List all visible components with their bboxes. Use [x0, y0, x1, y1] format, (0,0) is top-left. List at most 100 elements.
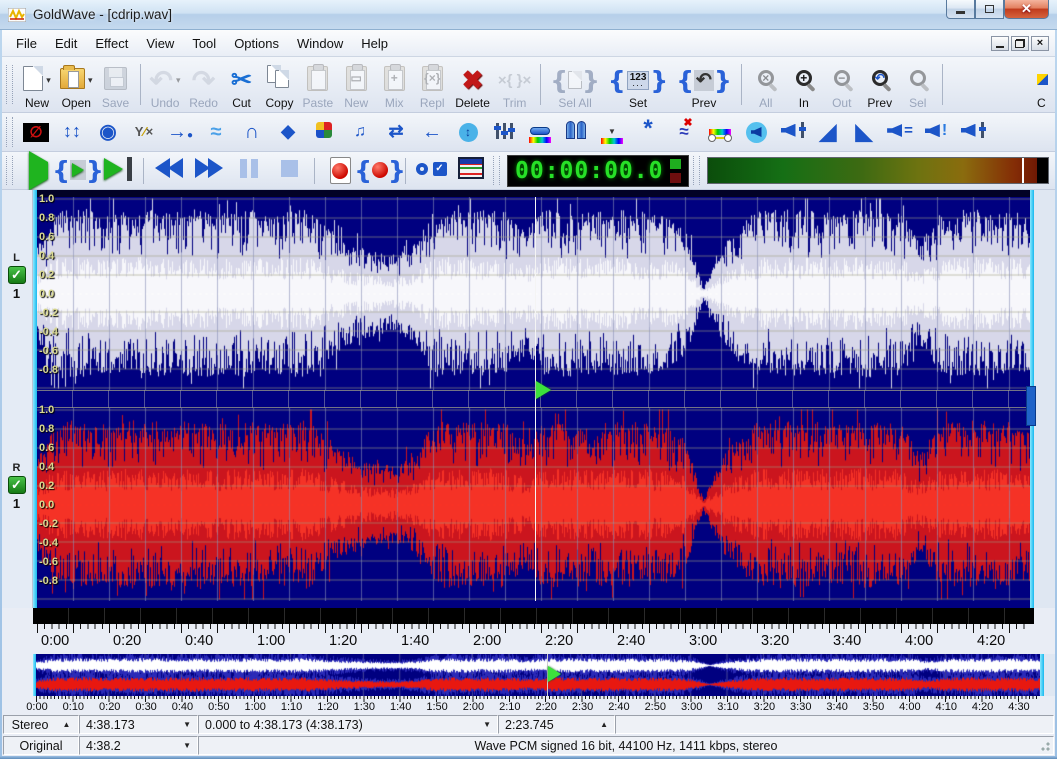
control-properties-button[interactable] [451, 155, 491, 187]
new-button[interactable]: ▾New [18, 59, 56, 111]
delete-button[interactable]: ✖Delete [451, 59, 494, 111]
dropdown-arrow-icon[interactable]: ▾ [176, 75, 181, 86]
speaker-exclaim-button[interactable]: ! [918, 116, 954, 148]
pinwheel-button[interactable] [306, 116, 342, 148]
undo-button[interactable]: ↶▾Undo [146, 59, 185, 111]
playback-marker-icon[interactable] [536, 381, 551, 399]
speaker-circle-button[interactable] [738, 116, 774, 148]
rainbow-nodes-button[interactable] [702, 116, 738, 148]
doors-button[interactable] [558, 116, 594, 148]
resize-grip[interactable] [1038, 739, 1050, 751]
sel-all-button[interactable]: Sel All [546, 59, 604, 111]
equalizer-button[interactable] [486, 116, 522, 148]
prev-button[interactable]: ↶Prev [672, 59, 736, 111]
up-down-arrows-button[interactable]: ↕↕ [54, 116, 90, 148]
redo-button[interactable]: ↷Redo [185, 59, 223, 111]
left-channel-checkbox[interactable]: ✓ [8, 266, 26, 284]
mdi-close-button[interactable]: × [1031, 36, 1049, 51]
record-monitor-button[interactable]: ✓ [411, 155, 451, 187]
diamond-button[interactable]: ◆ [270, 116, 306, 148]
c-button[interactable]: C [1037, 59, 1055, 111]
fade-in-button[interactable]: ◢ [810, 116, 846, 148]
dropdown-arrow-icon[interactable]: ▾ [46, 75, 51, 86]
total-length-display[interactable]: 4:38.173▼ [79, 715, 198, 734]
u-turn-button[interactable]: ∩ [234, 116, 270, 148]
paste-button[interactable]: Paste [299, 59, 338, 111]
playback-position-line[interactable] [535, 197, 536, 601]
new-button[interactable]: ▭New [337, 59, 375, 111]
in-button[interactable]: +In [785, 59, 823, 111]
mdi-minimize-button[interactable] [991, 36, 1009, 51]
pause-button[interactable] [229, 155, 269, 187]
repl-button[interactable]: {×}Repl [413, 59, 451, 111]
channel-mode-selector[interactable]: Stereo▲ [3, 715, 79, 734]
toolbar-grip[interactable] [693, 156, 700, 185]
minimize-button[interactable] [946, 0, 975, 19]
menu-edit[interactable]: Edit [46, 32, 86, 55]
play-selection-button[interactable] [58, 155, 98, 187]
overview-marker-icon[interactable] [548, 666, 561, 682]
fade-out-button[interactable]: ◣ [846, 116, 882, 148]
selection-start-marker[interactable] [33, 190, 37, 608]
dropdown-arrow-icon[interactable]: ▾ [88, 75, 93, 86]
menu-effect[interactable]: Effect [86, 32, 137, 55]
overview-selection-start[interactable] [33, 654, 36, 696]
wave-x-button[interactable]: ≈✖ [666, 116, 702, 148]
menu-view[interactable]: View [137, 32, 183, 55]
left-arrow-button[interactable]: ← [414, 116, 450, 148]
close-button[interactable]: ✕ [1004, 0, 1049, 19]
cut-button[interactable]: ✂Cut [223, 59, 261, 111]
arrow-dot-button[interactable]: →● [162, 116, 198, 148]
fast-forward-button[interactable] [189, 155, 229, 187]
speaker-envelope-button[interactable] [954, 116, 990, 148]
status-dropdown-arrow-icon[interactable]: ▲ [600, 720, 608, 729]
marker-position-display[interactable]: 2:23.745▲ [498, 715, 615, 734]
selection-end-handle[interactable] [1026, 386, 1036, 426]
speaker-equals-button[interactable]: = [882, 116, 918, 148]
sel-button[interactable]: Sel [899, 59, 937, 111]
menu-tool[interactable]: Tool [183, 32, 225, 55]
length-display[interactable]: 4:38.2▼ [79, 736, 198, 755]
overview-waveform[interactable] [36, 654, 1040, 696]
status-dropdown-arrow-icon[interactable]: ▼ [183, 741, 191, 750]
record-selection-button[interactable] [360, 155, 400, 187]
mix-button[interactable]: +Mix [375, 59, 413, 111]
open-button[interactable]: ▾Open [56, 59, 97, 111]
all-button[interactable]: ×All [747, 59, 785, 111]
save-button[interactable]: Save [97, 59, 135, 111]
pill-rainbow-button[interactable] [522, 116, 558, 148]
status-dropdown-arrow-icon[interactable]: ▼ [483, 720, 491, 729]
copy-button[interactable]: Copy [261, 59, 299, 111]
xy-expression-button[interactable]: Y⁄× [126, 116, 162, 148]
circle-up-down-button[interactable]: ↕ [450, 116, 486, 148]
overview-selection-end[interactable] [1040, 654, 1044, 696]
toolbar-grip[interactable] [6, 65, 13, 105]
rainbow-picker-button[interactable]: ▼ [594, 116, 630, 148]
menu-options[interactable]: Options [225, 32, 288, 55]
overview-strip[interactable] [0, 654, 1057, 696]
menu-window[interactable]: Window [288, 32, 352, 55]
timeline[interactable]: 0:000:200:401:001:201:402:002:202:403:00… [0, 608, 1057, 654]
speaker-slider-button[interactable] [774, 116, 810, 148]
menu-help[interactable]: Help [352, 32, 397, 55]
wave-button[interactable]: ≈ [198, 116, 234, 148]
toolbar-grip[interactable] [493, 156, 500, 185]
right-channel-waveform[interactable] [37, 408, 1030, 601]
selection-range-display[interactable]: 0.000 to 4:38.173 (4:38.173)▼ [198, 715, 498, 734]
prev-button[interactable]: ↶Prev [861, 59, 899, 111]
rewind-button[interactable] [149, 155, 189, 187]
status-dropdown-arrow-icon[interactable]: ▼ [183, 720, 191, 729]
waveform-area[interactable]: L ✓ 1 R ✓ 1 1.00.80.60.40.20.0-0.2-0.4-0… [0, 190, 1057, 608]
menu-file[interactable]: File [7, 32, 46, 55]
left-channel-waveform[interactable] [37, 197, 1030, 390]
set-button[interactable]: 123···Set [604, 59, 672, 111]
swap-arrows-button[interactable]: ⇄ [378, 116, 414, 148]
out-button[interactable]: −Out [823, 59, 861, 111]
no-entry-button[interactable]: ∅ [18, 116, 54, 148]
burst-button[interactable]: * [630, 116, 666, 148]
play-to-end-button[interactable] [98, 155, 138, 187]
mdi-restore-button[interactable] [1011, 36, 1029, 51]
toolbar-grip[interactable] [6, 117, 13, 147]
maximize-button[interactable] [975, 0, 1004, 19]
right-channel-checkbox[interactable]: ✓ [8, 476, 26, 494]
